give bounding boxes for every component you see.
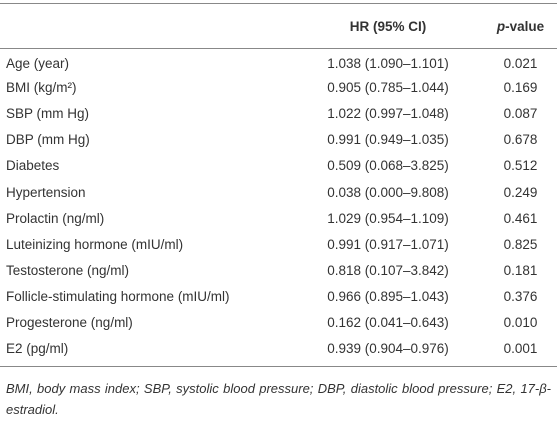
p-value-cell: 0.512	[503, 158, 538, 174]
p-value-cell: 0.825	[503, 236, 538, 252]
p-value-cell: 0.010	[503, 314, 538, 330]
header-row: HR (95% CI) p-value	[0, 3, 557, 49]
hr-cell: 0.991 (0.949–1.035)	[327, 132, 449, 148]
variable-cell: E2 (pg/ml)	[0, 335, 292, 368]
table-row: DBP (mm Hg) 0.991 (0.949–1.035) 0.678	[0, 127, 557, 153]
variable-cell: BMI (kg/m²)	[6, 80, 77, 96]
p-value-cell: 0.001	[484, 335, 557, 368]
footnote: BMI, body mass index; SBP, systolic bloo…	[6, 381, 551, 417]
table-row: Luteinizing hormone (mIU/ml) 0.991 (0.917…	[0, 231, 557, 257]
p-value-cell: 0.021	[503, 55, 538, 71]
hr-cell: 1.029 (0.954–1.109)	[327, 210, 449, 226]
hr-cell: 1.038 (1.090–1.101)	[327, 55, 449, 71]
hr-cell: 0.966 (0.895–1.043)	[327, 288, 449, 304]
table-row: Hypertension 0.038 (0.000–9.808) 0.249	[0, 179, 557, 205]
variable-cell: SBP (mm Hg)	[6, 106, 90, 122]
header-text: -value	[505, 18, 545, 34]
hr-cell: 0.905 (0.785–1.044)	[327, 80, 449, 96]
table-header: HR (95% CI) p-value	[0, 3, 557, 49]
variable-cell: Age (year)	[6, 55, 70, 71]
results-table: HR (95% CI) p-value Age (year) 1.038 (1.0…	[0, 3, 557, 368]
p-value-cell: 0.678	[503, 132, 538, 148]
table-row: Diabetes 0.509 (0.068–3.825) 0.512	[0, 153, 557, 179]
header-cell: HR (95% CI)	[292, 3, 484, 49]
p-value-cell: 0.376	[503, 288, 538, 304]
p-value-cell: 0.461	[503, 210, 538, 226]
variable-cell: Testosterone (ng/ml)	[6, 262, 130, 278]
variable-cell: Follicle-stimulating hormone (mIU/ml)	[6, 288, 230, 304]
variable-cell: Luteinizing hormone (mIU/ml)	[6, 236, 184, 252]
hr-cell: 0.038 (0.000–9.808)	[327, 184, 449, 200]
variable-cell: Prolactin (ng/ml)	[6, 210, 105, 226]
table-row: Age (year) 1.038 (1.090–1.101) 0.021	[0, 49, 557, 75]
table-row: E2 (pg/ml) 0.939 (0.904–0.976) 0.001	[0, 335, 557, 368]
table-row: BMI (kg/m²) 0.905 (0.785–1.044) 0.169	[0, 75, 557, 101]
table-row: Prolactin (ng/ml) 1.029 (0.954–1.109) 0.46…	[0, 205, 557, 231]
hr-cell: 0.939 (0.904–0.976)	[292, 335, 484, 368]
hr-cell: 0.818 (0.107–3.842)	[327, 262, 449, 278]
hr-cell: 0.509 (0.068–3.825)	[327, 158, 449, 174]
p-value-cell: 0.169	[503, 80, 538, 96]
p-value-cell: 0.087	[503, 106, 538, 122]
table-row: Progesterone (ng/ml) 0.162 (0.041–0.643) 0…	[0, 309, 557, 335]
p-value-cell: 0.181	[503, 262, 538, 278]
variable-cell: Diabetes	[6, 158, 60, 174]
table-row: SBP (mm Hg) 1.022 (0.997–1.048) 0.087	[0, 101, 557, 127]
header-cell	[0, 3, 292, 49]
p-value-cell: 0.249	[503, 184, 538, 200]
table-row: Testosterone (ng/ml) 0.818 (0.107–3.842) 0…	[0, 257, 557, 283]
header-cell: p-value	[484, 3, 557, 49]
hr-cell: 1.022 (0.997–1.048)	[327, 106, 449, 122]
table-body: Age (year) 1.038 (1.090–1.101) 0.021 BMI (k…	[0, 49, 557, 368]
hr-cell: 0.162 (0.041–0.643)	[327, 314, 449, 330]
variable-cell: Progesterone (ng/ml)	[6, 314, 133, 330]
header-italic: p	[496, 18, 506, 34]
variable-cell: DBP (mm Hg)	[6, 132, 90, 148]
hr-cell: 0.991 (0.917–1.071)	[327, 236, 449, 252]
table-row: Follicle-stimulating hormone (mIU/ml) 0.9…	[0, 283, 557, 309]
variable-cell: Hypertension	[6, 184, 86, 200]
